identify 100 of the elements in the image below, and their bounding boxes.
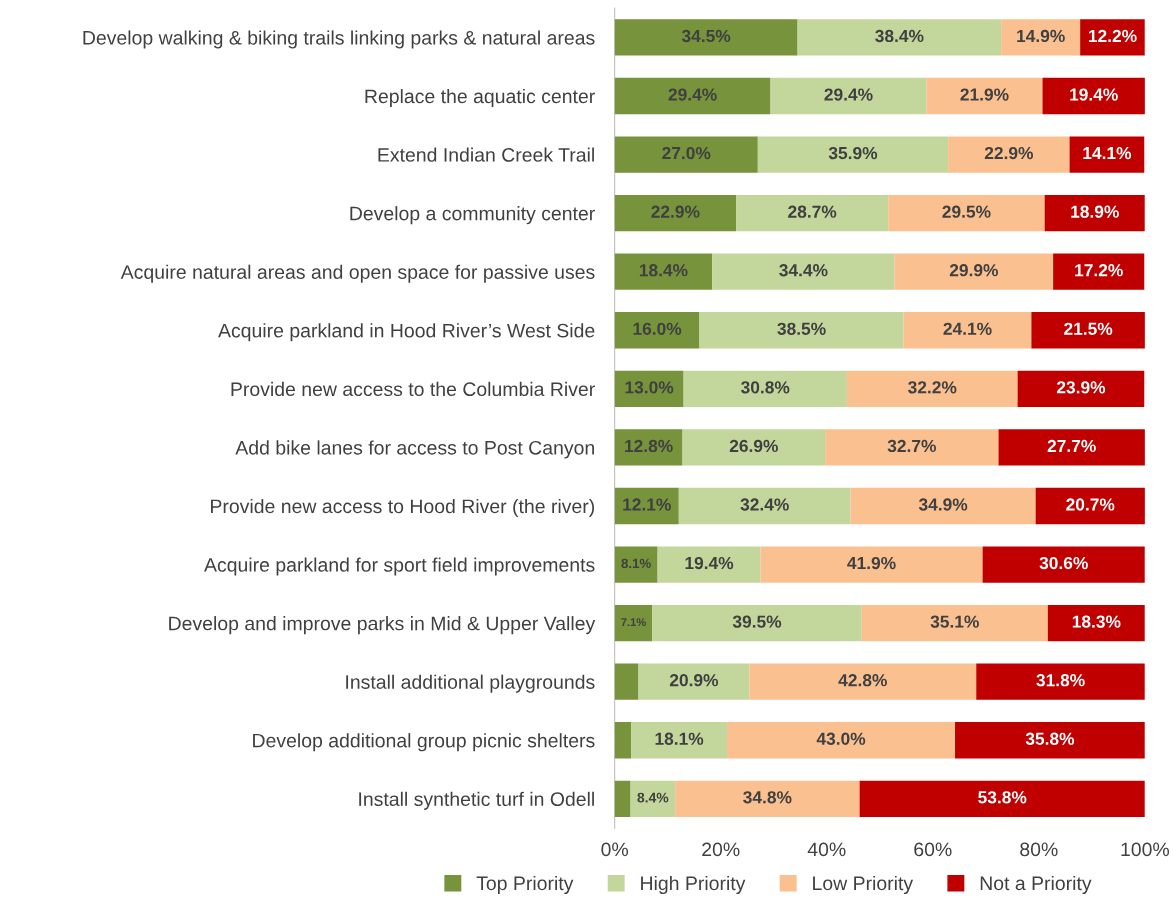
data-label: 30.8%	[741, 381, 790, 394]
data-label: 38.5%	[777, 322, 826, 335]
data-label: 19.4%	[685, 556, 734, 570]
data-label: 18.9%	[1071, 205, 1119, 218]
bar	[1044, 194, 1145, 232]
bar	[1035, 487, 1145, 525]
data-label: 20.9%	[669, 674, 719, 687]
bar	[1047, 604, 1145, 642]
legend-label: Not a Priority	[980, 875, 1092, 895]
bar	[614, 663, 639, 700]
x-tick-label: 100%	[1121, 842, 1170, 857]
data-label: 8.4%	[637, 792, 669, 803]
y-tick-label: Acquire parkland for sport field improvements	[204, 557, 595, 576]
data-label: 19.4%	[1070, 88, 1118, 101]
bar	[652, 604, 862, 642]
data-label: 32.4%	[740, 498, 789, 511]
bar	[1053, 253, 1145, 290]
data-label: 43.0%	[816, 732, 866, 745]
data-label: 39.5%	[732, 615, 782, 628]
bar	[683, 370, 847, 407]
data-label: 26.9%	[729, 439, 778, 453]
x-tick-label: 60%	[914, 842, 952, 857]
data-label: 32.7%	[887, 439, 936, 453]
data-label: 30.6%	[1039, 556, 1088, 570]
bar	[1069, 136, 1145, 173]
data-label: 14.1%	[1083, 146, 1132, 160]
bar	[614, 722, 632, 759]
bar	[727, 722, 956, 759]
bar	[770, 77, 927, 115]
y-tick-label: Develop and improve parks in Mid & Upper Valley	[169, 616, 596, 635]
bar	[760, 546, 983, 583]
y-tick-label: Replace the aquatic center	[365, 88, 595, 108]
bar	[1080, 19, 1145, 56]
bar	[982, 546, 1145, 583]
y-tick-label: Develop additional group picnic shelters	[253, 733, 595, 752]
bar	[1017, 370, 1145, 407]
data-label: 28.7%	[788, 205, 837, 218]
bar	[797, 19, 1002, 56]
bar	[614, 136, 758, 173]
data-label: 21.5%	[1064, 322, 1113, 335]
data-label: 29.9%	[949, 264, 999, 277]
y-tick-label: Provide new access to the Columbia River	[231, 381, 595, 397]
y-tick-label: Install synthetic turf in Odell	[359, 791, 594, 810]
bar	[998, 429, 1145, 466]
data-label: 14.9%	[1017, 29, 1065, 43]
data-label: 8.1%	[621, 558, 651, 569]
bar	[1042, 77, 1145, 115]
bar	[955, 722, 1145, 759]
bar	[757, 136, 949, 173]
data-label: 34.9%	[918, 498, 968, 511]
bar	[699, 312, 904, 349]
bar	[1001, 19, 1081, 56]
data-label: 20.7%	[1066, 498, 1115, 511]
bar	[614, 487, 679, 525]
data-label: 53.8%	[978, 791, 1027, 804]
bar	[614, 780, 631, 817]
bar	[846, 370, 1018, 407]
data-label: 41.9%	[847, 556, 896, 570]
bar	[614, 370, 684, 407]
data-label: 35.1%	[930, 615, 979, 628]
data-label: 32.2%	[908, 381, 957, 394]
bar	[614, 546, 658, 583]
bar	[825, 429, 999, 466]
bar	[678, 487, 851, 525]
bar	[948, 136, 1070, 173]
bar	[976, 663, 1145, 700]
bar	[682, 429, 826, 466]
x-tick-label: 0%	[601, 842, 629, 857]
data-label: 27.7%	[1047, 439, 1096, 453]
data-label: 29.4%	[824, 88, 873, 101]
bar	[614, 253, 713, 290]
bar	[631, 722, 728, 759]
legend-label: Top Priority	[476, 875, 574, 895]
bar	[675, 780, 860, 817]
y-tick-label: Develop walking & biking trails linking parks & natural areas	[83, 30, 595, 49]
bar	[859, 780, 1145, 817]
bar	[749, 663, 977, 700]
data-label: 12.1%	[623, 498, 671, 511]
y-tick-label: Provide new access to Hood River (the river)	[211, 498, 595, 518]
bar	[861, 604, 1048, 642]
data-label: 21.9%	[960, 88, 1009, 101]
bar	[926, 77, 1043, 115]
y-tick-label: Install additional playgrounds	[346, 674, 595, 693]
legend-label: Low Priority	[813, 875, 914, 895]
bar	[630, 780, 676, 817]
data-label: 38.4%	[875, 29, 924, 43]
data-label: 27.0%	[662, 146, 711, 160]
bar	[614, 429, 683, 466]
x-tick-label: 40%	[807, 842, 846, 857]
bar	[903, 312, 1032, 349]
y-tick-label: Acquire parkland in Hood River’s West Side	[218, 323, 595, 342]
bar	[736, 194, 889, 232]
data-label: 34.4%	[779, 264, 828, 277]
legend-label: High Priority	[641, 875, 746, 895]
bar	[614, 194, 737, 232]
data-label: 22.9%	[984, 146, 1034, 160]
bar	[614, 604, 653, 642]
bar	[614, 77, 771, 115]
data-label: 12.8%	[625, 439, 673, 453]
data-label: 18.3%	[1072, 615, 1121, 628]
